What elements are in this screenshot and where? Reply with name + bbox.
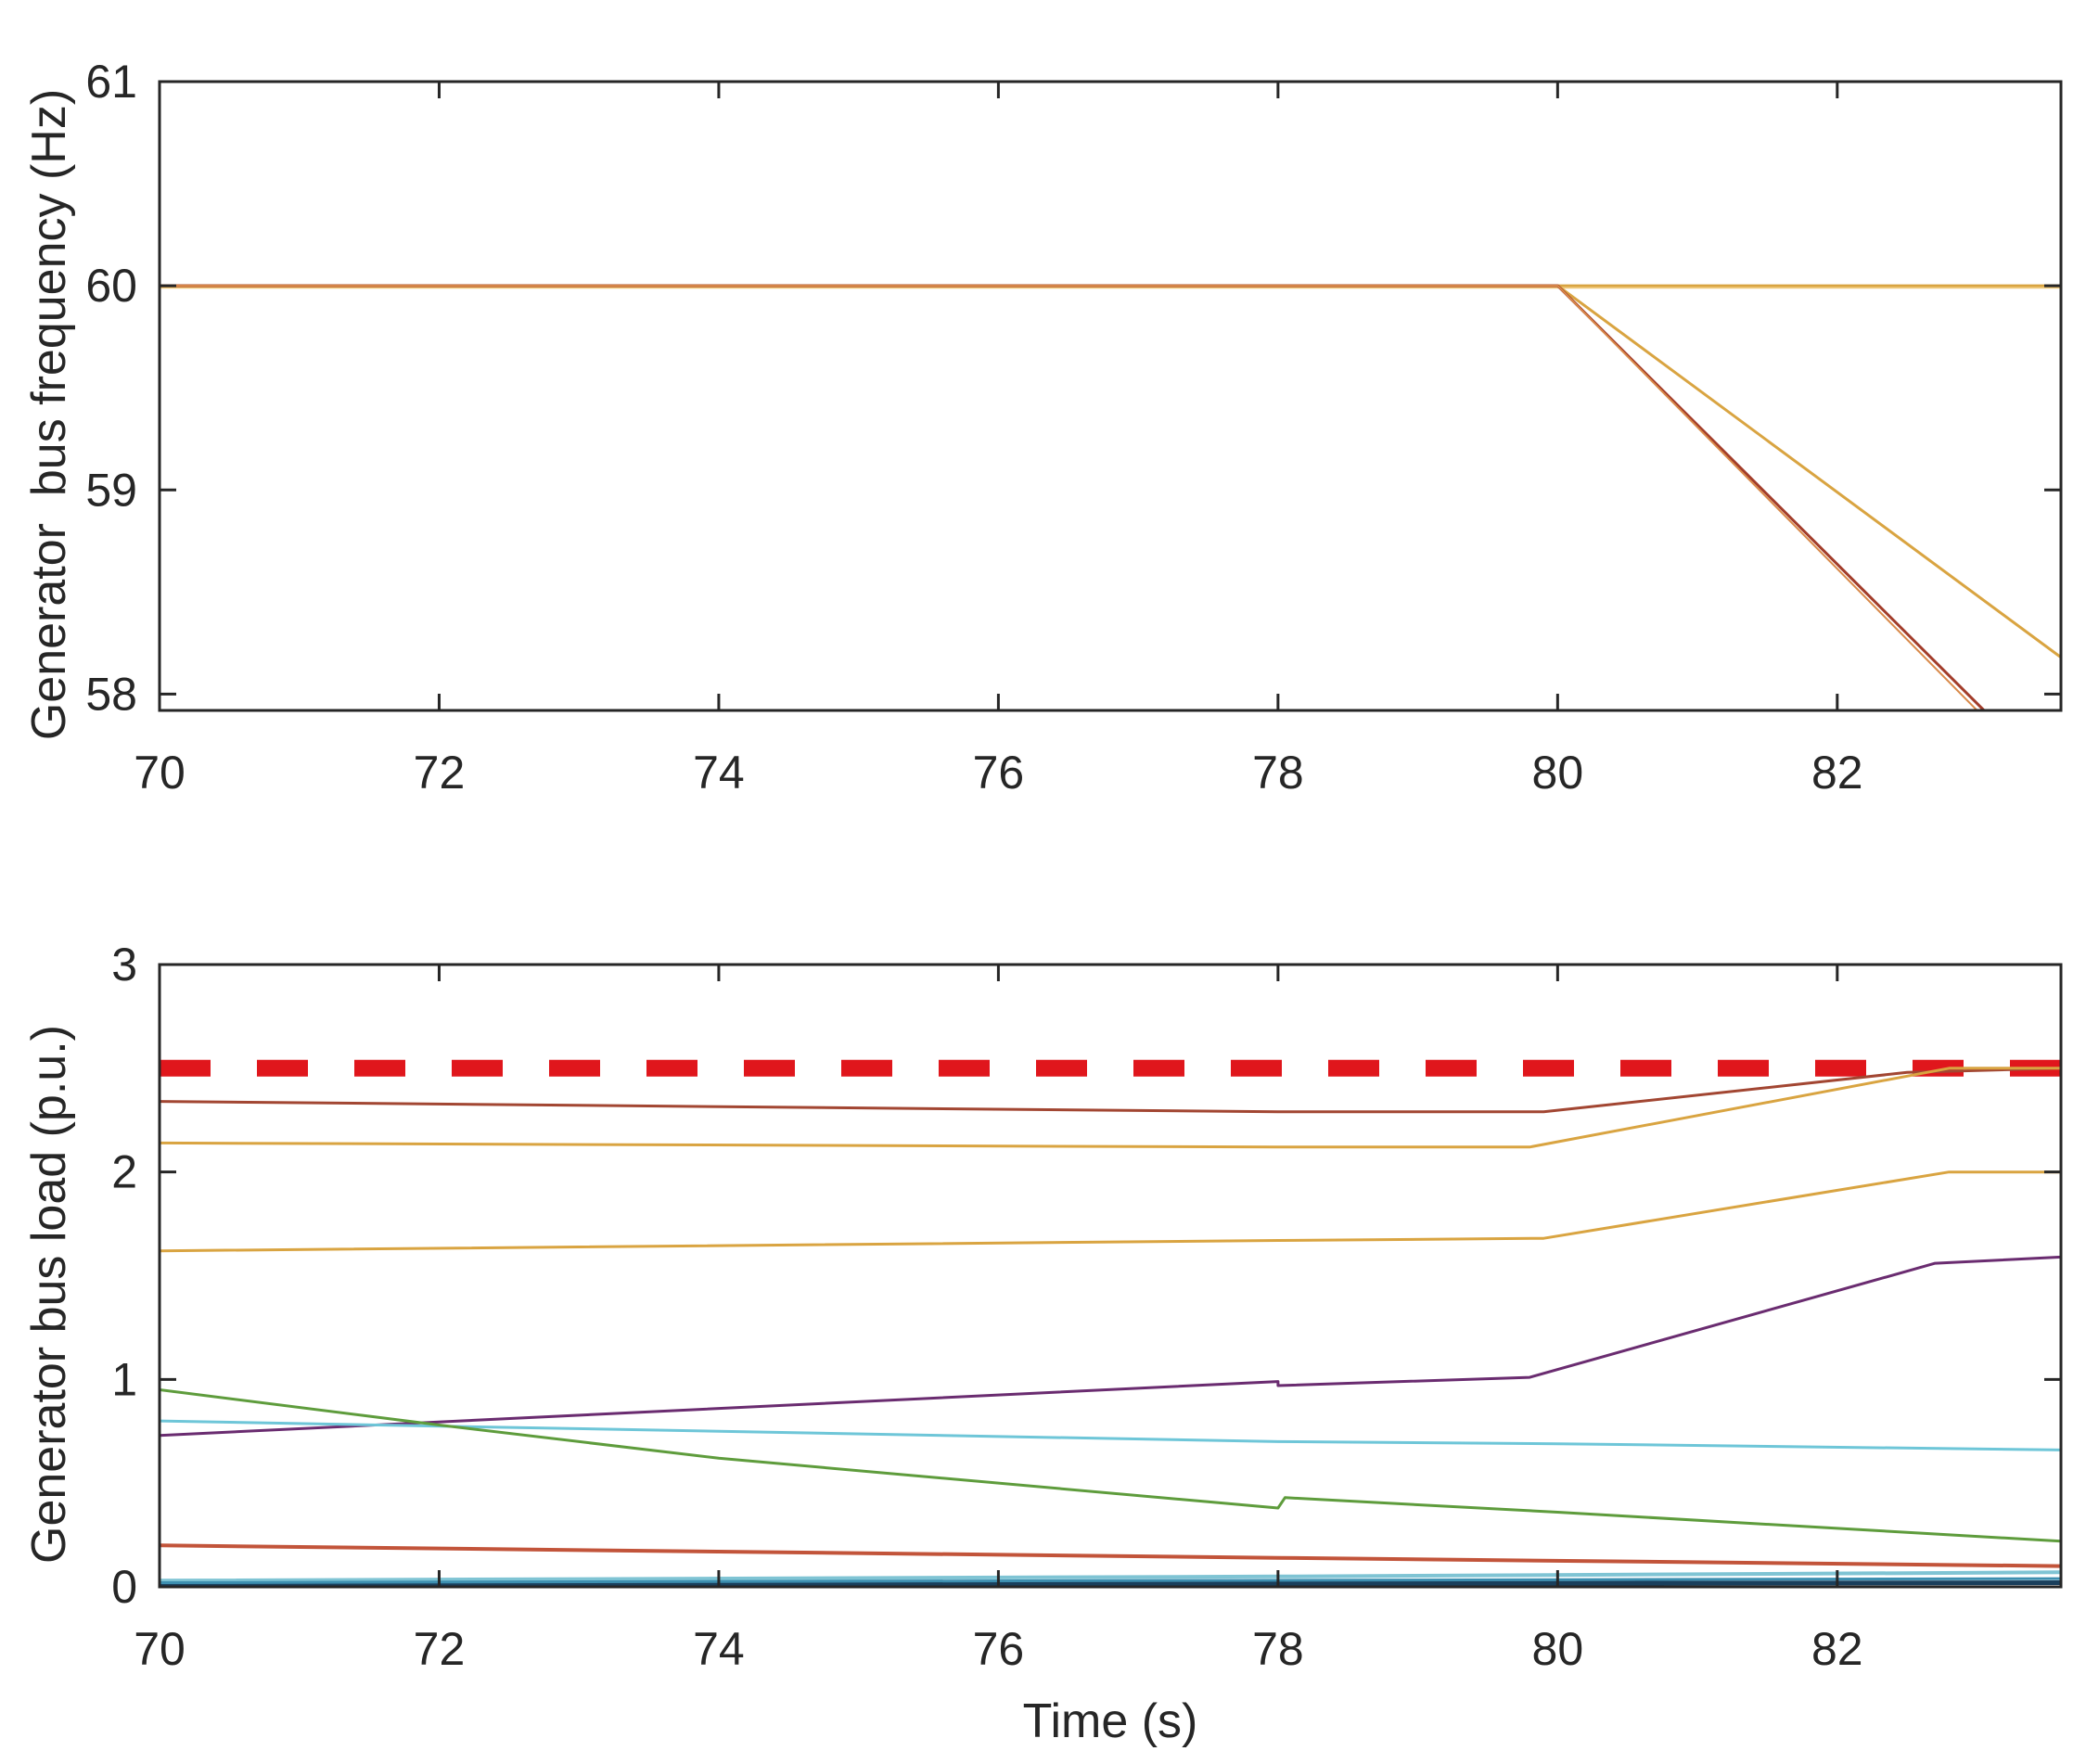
series-line-load-10 [160, 1577, 2061, 1584]
y-axis-label: Generator bus load (p.u.) [22, 1025, 76, 1564]
x-tick-label: 76 [973, 1623, 1025, 1675]
y-tick-label: 2 [111, 1146, 137, 1198]
x-tick-label: 78 [1252, 1623, 1304, 1675]
y-tick-label: 0 [111, 1561, 137, 1613]
axes-box [158, 963, 2063, 1589]
x-tick-label: 72 [414, 1623, 466, 1675]
x-tick-label: 82 [1811, 747, 1863, 799]
series-line-load-9 [160, 1580, 2061, 1587]
y-tick-label: 59 [85, 464, 137, 516]
axes-box [158, 80, 2063, 712]
series-line-load-4 [160, 1255, 2061, 1438]
x-axis-label: Time (s) [1023, 1694, 1198, 1748]
x-tick-label: 74 [693, 1623, 745, 1675]
series-group [160, 284, 2061, 710]
x-tick-label: 74 [693, 747, 745, 799]
series-line-load-5 [160, 1419, 2061, 1451]
load-plot: 70 72 74 76 78 80 82 0 1 2 3 Generator bus load (p.… [22, 939, 2063, 1748]
y-tick-label: 1 [111, 1353, 137, 1405]
series-line-gen-drop-fast-b [160, 285, 1978, 710]
y-axis-label: Generator bus frequency (Hz) [22, 89, 76, 740]
x-tick-label: 70 [134, 1623, 186, 1675]
x-tick-label: 76 [973, 747, 1025, 799]
y-tick-label: 61 [85, 56, 137, 108]
x-tick-label: 82 [1811, 1623, 1863, 1675]
y-tick-label: 60 [85, 260, 137, 312]
series-line-load-7 [160, 1543, 2061, 1568]
series-line-load-2 [160, 1067, 2061, 1149]
x-tick-label: 70 [134, 747, 186, 799]
x-tick-label: 72 [414, 747, 466, 799]
series-line-load-3 [160, 1170, 2061, 1253]
y-tick-label: 58 [85, 668, 137, 720]
x-tick-label: 78 [1252, 747, 1304, 799]
series-line-load-1 [160, 1067, 2061, 1114]
x-tick-label: 80 [1532, 1623, 1584, 1675]
series-line-load-6 [160, 1388, 2061, 1543]
y-tick-label: 3 [111, 939, 137, 991]
x-tick-label: 80 [1532, 747, 1584, 799]
